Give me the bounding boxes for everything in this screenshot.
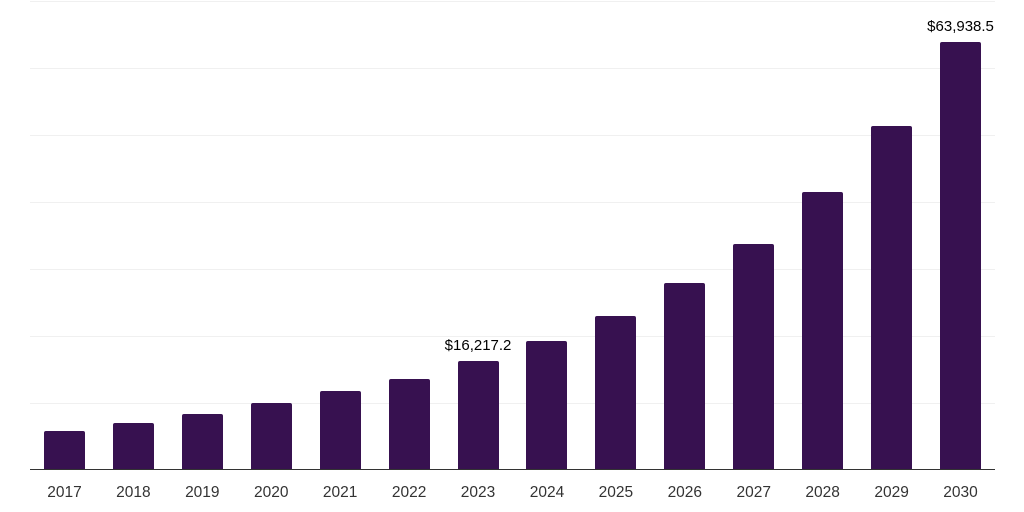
x-tick-label-2024: 2024 bbox=[529, 484, 565, 501]
bar-2026 bbox=[664, 283, 706, 470]
gridline bbox=[30, 403, 995, 404]
bar-2017 bbox=[43, 430, 85, 470]
x-tick-label-2022: 2022 bbox=[391, 484, 427, 501]
x-axis-line bbox=[30, 469, 995, 470]
x-tick-label-2020: 2020 bbox=[254, 484, 289, 501]
gridline bbox=[30, 202, 995, 203]
bar-2029 bbox=[871, 125, 913, 470]
gridline bbox=[30, 135, 995, 136]
bar-2024 bbox=[526, 340, 568, 470]
x-tick-label-2030: 2030 bbox=[943, 484, 978, 501]
bar-2020 bbox=[250, 403, 292, 470]
data-label-2030: $63,938.5 bbox=[927, 17, 994, 35]
x-tick-label-2028: 2028 bbox=[805, 484, 840, 501]
x-tick-label-2025: 2025 bbox=[598, 484, 634, 501]
bar-2018 bbox=[112, 422, 154, 470]
x-tick-label-2029: 2029 bbox=[874, 484, 909, 501]
gridline bbox=[30, 68, 995, 69]
bar-2027 bbox=[733, 244, 775, 470]
bar-2022 bbox=[388, 379, 430, 470]
bar-2021 bbox=[319, 391, 361, 470]
x-tick-label-2023: 2023 bbox=[460, 484, 496, 501]
x-tick-label-2026: 2026 bbox=[667, 484, 703, 501]
bar-2025 bbox=[595, 315, 637, 470]
data-label-2023: $16,217.2 bbox=[444, 337, 512, 355]
gridline bbox=[30, 1, 995, 2]
x-tick-label-2018: 2018 bbox=[116, 484, 151, 501]
bar-2023 bbox=[457, 361, 499, 470]
x-tick-label-2019: 2019 bbox=[185, 484, 220, 501]
x-tick-label-2027: 2027 bbox=[736, 484, 771, 501]
x-tick-label-2017: 2017 bbox=[47, 484, 82, 501]
plot-area: $16,217.2 $63,938.5 bbox=[30, 1, 995, 470]
gridline bbox=[30, 336, 995, 337]
gridline bbox=[30, 269, 995, 270]
x-tick-label-2021: 2021 bbox=[322, 484, 358, 501]
bar-2019 bbox=[181, 414, 223, 470]
bar-2028 bbox=[802, 192, 844, 470]
bar-2030 bbox=[940, 41, 982, 470]
